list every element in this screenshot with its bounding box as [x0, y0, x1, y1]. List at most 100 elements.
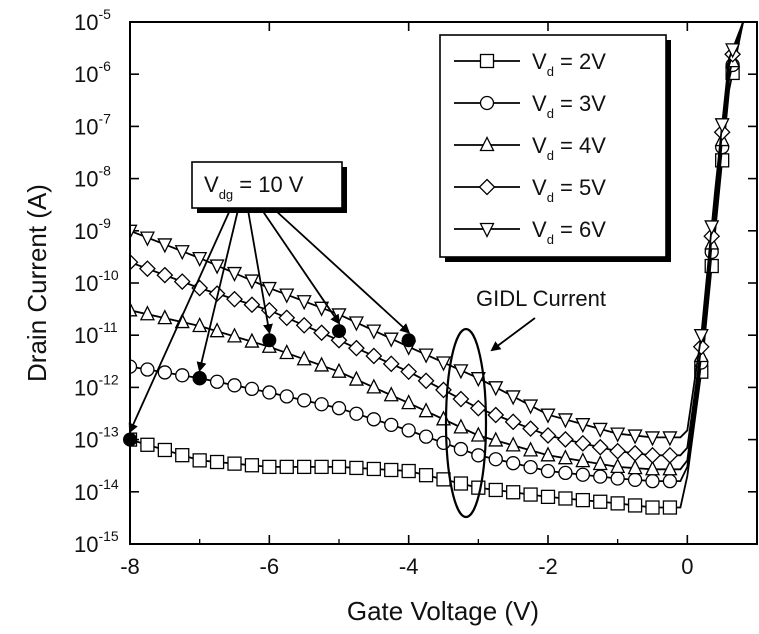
- data-point: [209, 454, 225, 470]
- vdg-arrow: [196, 209, 239, 373]
- data-point: [609, 442, 627, 460]
- series-circle: [130, 22, 757, 489]
- data-point: [209, 322, 225, 338]
- legend-item: Vd = 5V: [454, 175, 606, 205]
- data-point: [226, 327, 243, 343]
- data-point: [296, 295, 312, 311]
- data-point: [418, 468, 434, 483]
- data-point: [243, 296, 261, 314]
- data-point: [627, 498, 643, 513]
- data-point: [487, 406, 505, 424]
- data-point: [591, 438, 609, 456]
- data-point: [471, 448, 486, 463]
- series-triangle-down: [130, 22, 757, 447]
- data-point: [349, 460, 364, 476]
- gidl-label: GIDL Current: [476, 286, 606, 311]
- data-point: [626, 444, 644, 462]
- data-point: [557, 449, 573, 465]
- y-tick-label: 10-12: [74, 371, 119, 400]
- x-tick-label: -8: [120, 554, 140, 579]
- data-point: [725, 43, 741, 59]
- data-point: [453, 441, 469, 457]
- data-point: [400, 363, 418, 381]
- data-point: [331, 459, 347, 475]
- data-point: [175, 448, 190, 463]
- data-point: [540, 489, 556, 505]
- legend-box: [439, 34, 667, 258]
- data-point: [157, 309, 173, 325]
- data-point: [244, 332, 260, 348]
- data-point: [523, 459, 538, 475]
- data-point: [540, 463, 556, 479]
- data-point: [703, 227, 721, 245]
- data-point: [558, 491, 573, 506]
- data-point: [627, 472, 643, 487]
- data-point: [174, 245, 190, 261]
- data-point: [130, 224, 138, 240]
- data-point: [592, 455, 608, 471]
- vdg-arrow: [274, 209, 411, 334]
- data-point: [192, 317, 208, 333]
- data-point: [226, 290, 243, 308]
- data-point: [314, 459, 329, 475]
- data-point: [574, 434, 592, 452]
- data-point: [575, 492, 590, 508]
- vdg-arrow: [128, 209, 231, 434]
- y-tick-label: 10-10: [74, 267, 119, 296]
- data-point: [662, 460, 678, 476]
- data-point: [278, 309, 296, 327]
- data-point: [610, 457, 626, 474]
- data-point: [436, 472, 451, 487]
- data-point: [279, 288, 295, 304]
- data-point: [314, 356, 330, 372]
- vdg-point: [262, 333, 277, 348]
- data-point: [226, 266, 243, 283]
- data-point: [645, 500, 660, 515]
- data-point: [279, 389, 294, 404]
- vdg-point: [192, 371, 207, 386]
- vdg-point: [332, 324, 346, 339]
- legend-label: Vd = 4V: [532, 133, 606, 163]
- data-point: [644, 460, 661, 476]
- data-point: [505, 436, 521, 452]
- data-point: [471, 480, 486, 495]
- data-point: [418, 348, 434, 364]
- data-point: [157, 365, 172, 380]
- data-point: [644, 431, 661, 447]
- data-point: [436, 435, 451, 451]
- data-point: [452, 390, 470, 408]
- legend-item: Vd = 3V: [454, 91, 606, 121]
- data-point: [488, 431, 504, 447]
- legend-marker: [478, 178, 496, 196]
- data-point: [418, 429, 434, 444]
- gidl-arrow: [490, 317, 536, 352]
- data-point: [331, 401, 347, 416]
- data-point: [349, 406, 364, 421]
- data-point: [662, 500, 678, 515]
- data-point: [488, 381, 504, 397]
- data-point: [523, 441, 539, 457]
- data-point: [244, 381, 260, 397]
- legend-marker: [479, 53, 495, 69]
- plot-frame: [129, 21, 758, 545]
- chart-legend: Vd = 2V Vd = 3V Vd = 4V Vd = 5V Vd = 6V: [439, 34, 671, 262]
- data-point: [453, 364, 469, 380]
- data-point: [140, 362, 155, 377]
- data-point: [383, 332, 399, 348]
- data-point: [418, 402, 434, 418]
- data-point: [130, 301, 138, 317]
- data-point: [662, 431, 678, 447]
- y-tick-label: 10-9: [74, 215, 111, 244]
- data-point: [227, 378, 242, 393]
- data-point: [295, 316, 313, 334]
- data-point: [138, 260, 156, 278]
- data-point: [348, 370, 364, 386]
- data-point: [488, 482, 503, 498]
- y-tick-label: 10-8: [74, 163, 111, 192]
- data-point: [279, 344, 295, 360]
- data-point: [366, 378, 382, 394]
- data-point: [401, 394, 417, 410]
- y-axis-title: Drain Current (A): [22, 184, 52, 382]
- x-tick-label: -4: [399, 554, 419, 579]
- data-point: [610, 496, 625, 511]
